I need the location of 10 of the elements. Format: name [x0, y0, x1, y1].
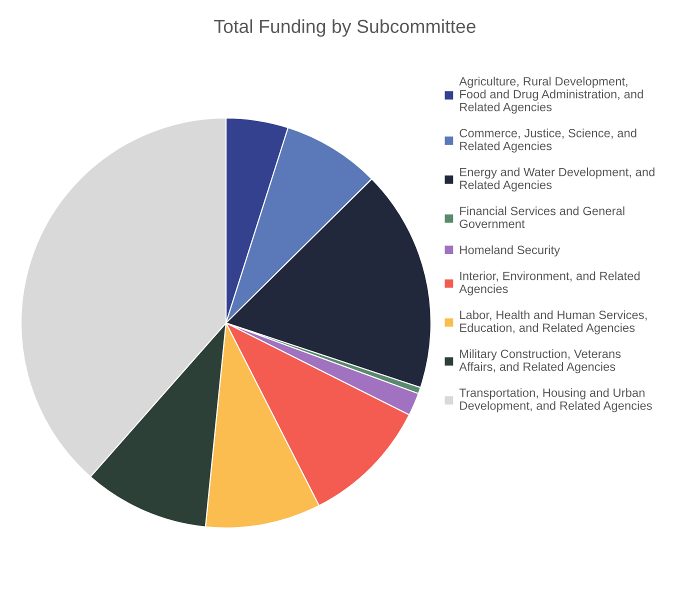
legend-label: Homeland Security	[460, 245, 560, 256]
legend-label: Transportation, Housing and Urban Development, and Related Agencies	[459, 388, 652, 412]
legend-label: Energy and Water Development, and Related Agencies	[460, 168, 654, 192]
legend-label: Agriculture, Rural Development, Food and Drug Administration, and Related Agencies	[459, 76, 643, 114]
legend-label: Financial Services and General Government	[460, 206, 624, 228]
legend-label: Interior, Environment, and Related Agencies	[459, 271, 640, 296]
chart-title: Total Funding by Subcommittee	[214, 19, 476, 37]
legend-label: Commerce, Justice, Science, and Related Agencies	[460, 128, 636, 153]
legend-label: Military Construction, Veterans Affairs, and Related Agencies	[459, 349, 621, 374]
legend-label: Labor, Health and Human Services, Education, and Related Agencies	[460, 310, 647, 334]
